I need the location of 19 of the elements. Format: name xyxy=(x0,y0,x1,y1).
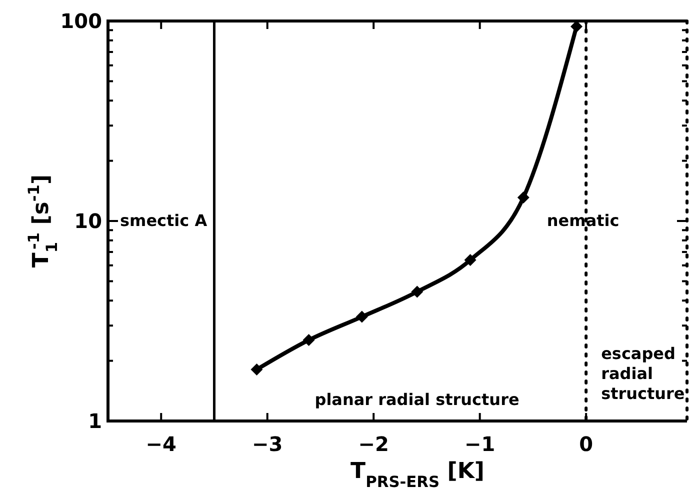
point xyxy=(356,310,368,323)
annotation: escaped radial structure xyxy=(601,344,685,403)
annotation: smectic A xyxy=(120,211,208,230)
x-tick-label: −1 xyxy=(464,432,496,456)
x-tick-label: 0 xyxy=(579,432,594,456)
point xyxy=(517,192,530,204)
y-tick-label: 1 xyxy=(88,409,102,433)
annotation: planar radial structure xyxy=(314,390,520,409)
y-tick-label: 100 xyxy=(60,9,102,33)
x-tick-label: −3 xyxy=(252,432,283,456)
x-axis-title: T$_{PRS-ERS}$ [K] xyxy=(350,459,484,491)
x-tick-label: −2 xyxy=(358,432,389,456)
y-tick-label: 10 xyxy=(74,209,102,233)
point xyxy=(302,334,315,346)
point xyxy=(411,286,424,298)
point xyxy=(464,254,476,266)
annotation: nematic xyxy=(546,211,620,230)
point xyxy=(250,363,263,376)
x-tick-label: −4 xyxy=(146,432,176,456)
